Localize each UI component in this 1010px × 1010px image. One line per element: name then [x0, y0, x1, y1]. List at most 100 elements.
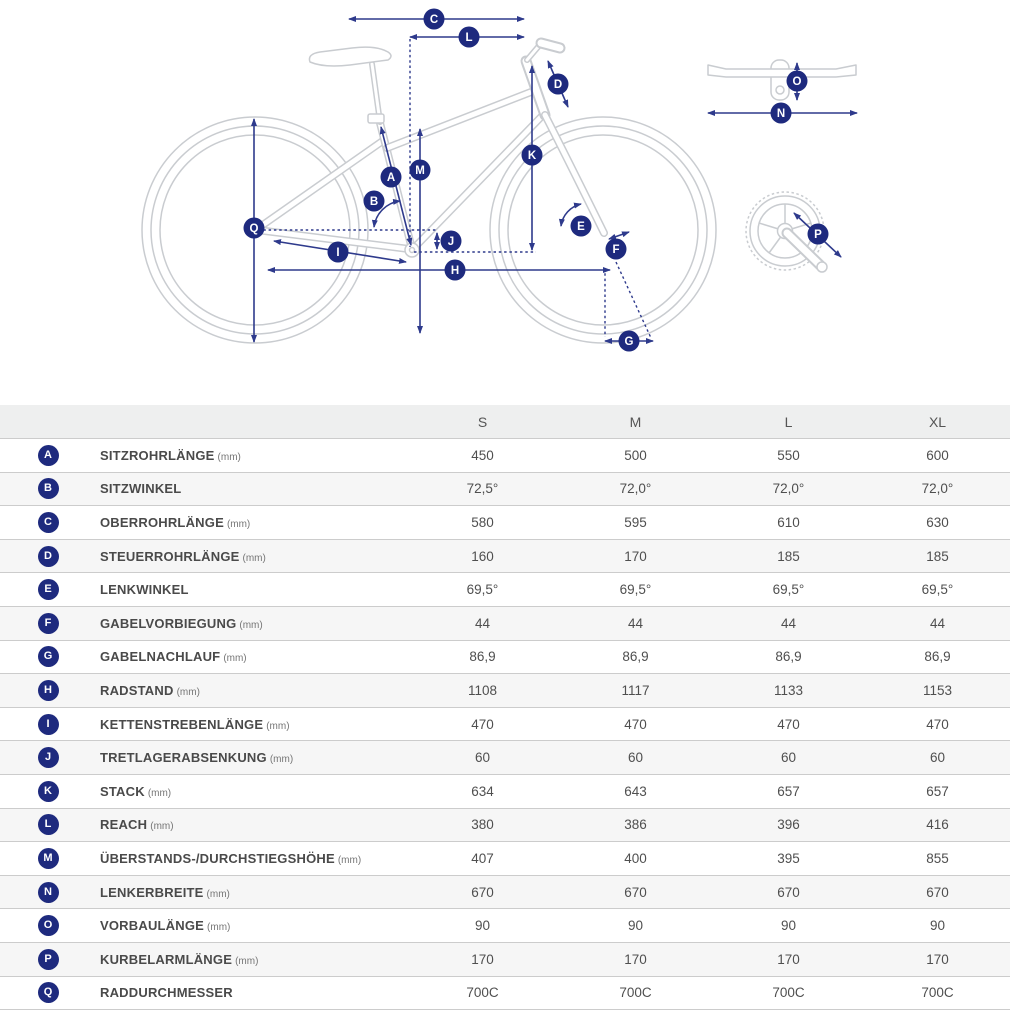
table-row: Q RADDURCHMESSER 700C 700C 700C 700C [0, 975, 1010, 1010]
table-row: F GABELVORBIEGUNG (mm) 44 44 44 44 [0, 605, 1010, 640]
dimension-lines [251, 16, 858, 344]
handlebar-top-view [707, 59, 857, 101]
row-value: 470 [471, 716, 494, 732]
svg-text:P: P [814, 229, 822, 241]
row-value: 170 [471, 951, 494, 967]
row-letter-badge: F [37, 612, 59, 634]
row-value: 1117 [621, 682, 650, 698]
row-value: 407 [471, 850, 494, 866]
diagram-badge-L: L [458, 26, 480, 48]
row-value: 90 [627, 918, 644, 934]
row-value: 44 [627, 615, 644, 631]
row-value: 380 [471, 817, 494, 833]
row-value: 170 [624, 951, 647, 967]
table-row: I KETTENSTREBENLÄNGE (mm) 470 470 470 470 [0, 706, 1010, 741]
row-badge-cell: E [0, 579, 96, 601]
row-value: 470 [777, 716, 800, 732]
row-label: VORBAULÄNGE (mm) [100, 918, 231, 934]
row-badge-cell: D [0, 545, 96, 567]
row-value: 69,5° [921, 582, 954, 598]
row-value: 610 [777, 514, 800, 530]
row-value: 670 [624, 884, 647, 900]
row-value: 44 [474, 615, 491, 631]
row-label: RADSTAND (mm) [100, 682, 200, 698]
row-value: 600 [926, 447, 949, 463]
svg-text:G: G [625, 336, 634, 348]
row-value: 700C [772, 985, 805, 1001]
dim-B-seat-angle [371, 198, 401, 228]
table-row: B SITZWINKEL 72,5° 72,0° 72,0° 72,0° [0, 471, 1010, 506]
row-letter-badge: B [37, 478, 59, 500]
row-badge-cell: C [0, 511, 96, 533]
diagram-badge-J: J [440, 230, 462, 252]
row-value: 386 [624, 817, 647, 833]
row-value: 72,0° [772, 481, 805, 497]
row-letter-badge: P [37, 948, 59, 970]
row-letter-badge: G [37, 646, 59, 668]
row-unit: (mm) [266, 720, 290, 732]
table-row: O VORBAULÄNGE (mm) 90 90 90 90 [0, 908, 1010, 942]
row-value: 657 [777, 783, 800, 799]
row-badge-cell: M [0, 847, 96, 869]
table-row: J TRETLAGERABSENKUNG (mm) 60 60 60 60 [0, 740, 1010, 774]
row-value: 170 [624, 548, 647, 564]
row-value: 470 [624, 716, 647, 732]
row-value: 500 [624, 447, 647, 463]
svg-text:E: E [577, 221, 585, 233]
row-label: LENKERBREITE (mm) [100, 884, 230, 900]
row-label: OBERROHRLÄNGE (mm) [100, 514, 251, 530]
steering-axis-guide [615, 261, 652, 339]
table-row: A SITZROHRLÄNGE (mm) 450 500 550 600 [0, 438, 1010, 472]
bottom-bracket [404, 242, 420, 258]
row-value: 670 [777, 884, 800, 900]
row-letter-badge: C [37, 511, 59, 533]
svg-text:F: F [612, 244, 619, 256]
row-unit: (mm) [206, 888, 230, 900]
row-label: STACK (mm) [100, 783, 172, 799]
diagram-badge-H: H [444, 259, 466, 281]
row-value: 90 [780, 918, 797, 934]
table-row: E LENKWINKEL 69,5° 69,5° 69,5° 69,5° [0, 572, 1010, 606]
row-value: 72,0° [921, 481, 954, 497]
row-label: TRETLAGERABSENKUNG (mm) [100, 750, 294, 766]
table-row: K STACK (mm) 634 643 657 657 [0, 773, 1010, 808]
row-value: 90 [474, 918, 491, 934]
row-value: 470 [926, 716, 949, 732]
row-badge-cell: G [0, 646, 96, 668]
row-label: REACH (mm) [100, 817, 174, 833]
table-row: N LENKERBREITE (mm) 670 670 670 670 [0, 874, 1010, 909]
row-unit: (mm) [235, 955, 259, 967]
row-unit: (mm) [223, 653, 247, 665]
row-value: 643 [624, 783, 647, 799]
row-letter-badge: O [37, 915, 59, 937]
row-letter-badge: Q [37, 982, 59, 1004]
row-unit: (mm) [217, 451, 241, 463]
row-label: KURBELARMLÄNGE (mm) [100, 951, 259, 967]
row-value: 630 [926, 514, 949, 530]
row-badge-cell: N [0, 881, 96, 903]
diagram-badge-K: K [521, 144, 543, 166]
row-value: 170 [777, 951, 800, 967]
row-unit: (mm) [337, 854, 362, 866]
row-value: 634 [471, 783, 494, 799]
row-badge-cell: B [0, 478, 96, 500]
table-row: D STEUERROHRLÄNGE (mm) 160 170 185 185 [0, 538, 1010, 573]
row-letter-badge: J [37, 747, 59, 769]
row-value: 69,5° [772, 582, 805, 598]
row-badge-cell: I [0, 713, 96, 735]
row-unit: (mm) [150, 821, 174, 833]
row-value: 60 [929, 750, 946, 766]
front-wheel [489, 116, 717, 344]
row-label: RADDURCHMESSER [100, 985, 233, 1001]
row-value: 657 [926, 783, 949, 799]
row-value: 44 [780, 615, 797, 631]
row-value: 90 [929, 918, 946, 934]
svg-text:K: K [528, 150, 537, 162]
row-value: 700C [619, 985, 652, 1001]
row-value: 670 [926, 884, 949, 900]
diagram-badge-C: C [423, 8, 445, 30]
row-badge-cell: A [0, 444, 96, 466]
svg-text:O: O [793, 76, 802, 88]
row-badge-cell: Q [0, 982, 96, 1004]
row-unit: (mm) [147, 787, 172, 799]
